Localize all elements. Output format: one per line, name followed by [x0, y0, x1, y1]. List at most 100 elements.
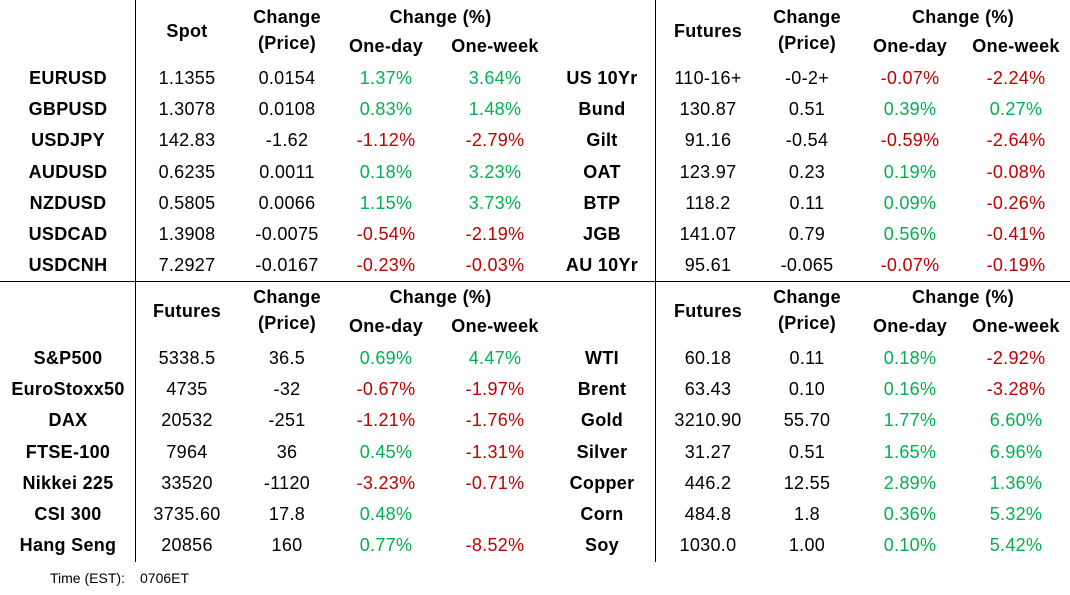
row-label: Copper — [569, 472, 635, 493]
cell-value: 0.5805 — [158, 192, 216, 213]
cell-value: -0-2+ — [784, 68, 830, 88]
cell-value: 6.96% — [989, 441, 1043, 462]
header: Change (%) — [912, 7, 1014, 27]
row-label: NZDUSD — [29, 192, 107, 213]
cell-value: 7964 — [166, 441, 208, 462]
row-label: Corn — [580, 504, 624, 524]
cell-value: 3735.60 — [153, 504, 221, 524]
cell-value: 3210.90 — [674, 410, 742, 431]
cell-value: 5338.5 — [158, 348, 216, 368]
cell-value: 0.45% — [359, 441, 413, 462]
cell-value: 3.23% — [468, 161, 522, 182]
cell-value: 7.2927 — [158, 255, 216, 276]
row-label: EURUSD — [29, 68, 107, 88]
cell-value: 1.00 — [788, 535, 826, 556]
divider — [0, 281, 1070, 282]
cell-value: 0.83% — [359, 99, 413, 120]
cell-value: 0.48% — [359, 504, 413, 524]
header: (Price) — [257, 33, 317, 53]
header: Futures — [673, 21, 743, 41]
cell-value: 0.11 — [789, 192, 825, 213]
cell-value: -2.24% — [986, 68, 1046, 88]
cell-value: -0.065 — [780, 255, 834, 276]
cell-value: 20856 — [161, 535, 213, 556]
cell-value: 36 — [276, 441, 298, 462]
row-label: Gilt — [586, 130, 618, 151]
row-label: Brent — [577, 379, 627, 400]
cell-value: 0.51 — [788, 99, 826, 120]
cell-value: 484.8 — [684, 504, 732, 524]
cell-value: 0.16% — [883, 379, 937, 400]
cell-value: -0.23% — [356, 255, 416, 276]
cell-value: 141.07 — [679, 224, 737, 244]
cell-value: 12.55 — [783, 472, 831, 493]
header: Futures — [673, 301, 743, 321]
header: One-week — [451, 36, 539, 56]
header: One-week — [972, 36, 1060, 56]
cell-value: -0.71% — [465, 472, 525, 493]
cell-value: -0.0075 — [255, 224, 319, 244]
cell-value: 3.64% — [468, 68, 522, 88]
header: Futures — [152, 301, 222, 321]
cell-value: -1.12% — [356, 130, 416, 151]
cell-value: 1.77% — [883, 410, 937, 431]
cell-value: -1120 — [263, 472, 311, 493]
cell-value: -1.76% — [465, 410, 525, 431]
cell-value: -1.62 — [265, 130, 309, 151]
header: (Price) — [777, 313, 837, 333]
cell-value: -251 — [268, 410, 306, 431]
cell-value: 0.18% — [359, 161, 413, 182]
header: Change (%) — [912, 287, 1014, 307]
cell-value: 2.89% — [883, 472, 937, 493]
cell-value: 110-16+ — [674, 68, 742, 88]
cell-value: 91.16 — [684, 130, 732, 151]
cell-value: 1.48% — [468, 99, 522, 120]
cell-value: -0.07% — [880, 68, 940, 88]
cell-value: 0.56% — [883, 224, 937, 244]
cell-value: 0.10 — [788, 379, 826, 400]
cell-value: 36.5 — [268, 348, 306, 368]
cell-value: -2.92% — [986, 348, 1046, 368]
cell-value: -1.21% — [356, 410, 416, 431]
cell-value: 160 — [271, 535, 303, 556]
cell-value: -0.41% — [986, 224, 1046, 244]
row-label: Soy — [585, 535, 619, 556]
cell-value: 0.0066 — [258, 192, 316, 213]
row-label: JGB — [583, 224, 621, 244]
cell-value: 0.69% — [359, 348, 413, 368]
cell-value: 446.2 — [684, 472, 732, 493]
cell-value: 55.70 — [783, 410, 831, 431]
row-label: BTP — [583, 192, 621, 213]
cell-value: 31.27 — [684, 441, 732, 462]
cell-value: -0.03% — [465, 255, 525, 276]
cell-value: -0.54 — [785, 130, 829, 151]
cell-value: 6.60% — [989, 410, 1043, 431]
cell-value: -0.59% — [880, 130, 940, 151]
cell-value: 1.15% — [359, 192, 413, 213]
row-label: USDCAD — [28, 224, 108, 244]
cell-value: -2.64% — [986, 130, 1046, 151]
row-label: USDCNH — [28, 255, 108, 276]
cell-value: 0.79 — [788, 224, 826, 244]
cell-value: 1030.0 — [679, 535, 737, 556]
header: Change — [253, 7, 321, 27]
cell-value: 0.0108 — [258, 99, 316, 120]
row-label: US 10Yr — [566, 68, 638, 88]
header: Spot — [166, 21, 208, 41]
cell-value: 20532 — [161, 410, 213, 431]
cell-value: 5.32% — [989, 504, 1043, 524]
cell-value: 1.3908 — [158, 224, 216, 244]
cell-value: -2.79% — [465, 130, 525, 151]
cell-value: 1.36% — [989, 472, 1043, 493]
row-label: CSI 300 — [34, 504, 102, 524]
cell-value: -32 — [273, 379, 301, 400]
cell-value: 130.87 — [679, 99, 737, 120]
row-label: Bund — [578, 99, 626, 120]
cell-value: 33520 — [161, 472, 213, 493]
cell-value: 17.8 — [268, 504, 306, 524]
row-label: DAX — [48, 410, 88, 431]
cell-value: -3.28% — [986, 379, 1046, 400]
cell-value: 5.42% — [989, 535, 1043, 556]
cell-value: 0.0154 — [258, 68, 316, 88]
